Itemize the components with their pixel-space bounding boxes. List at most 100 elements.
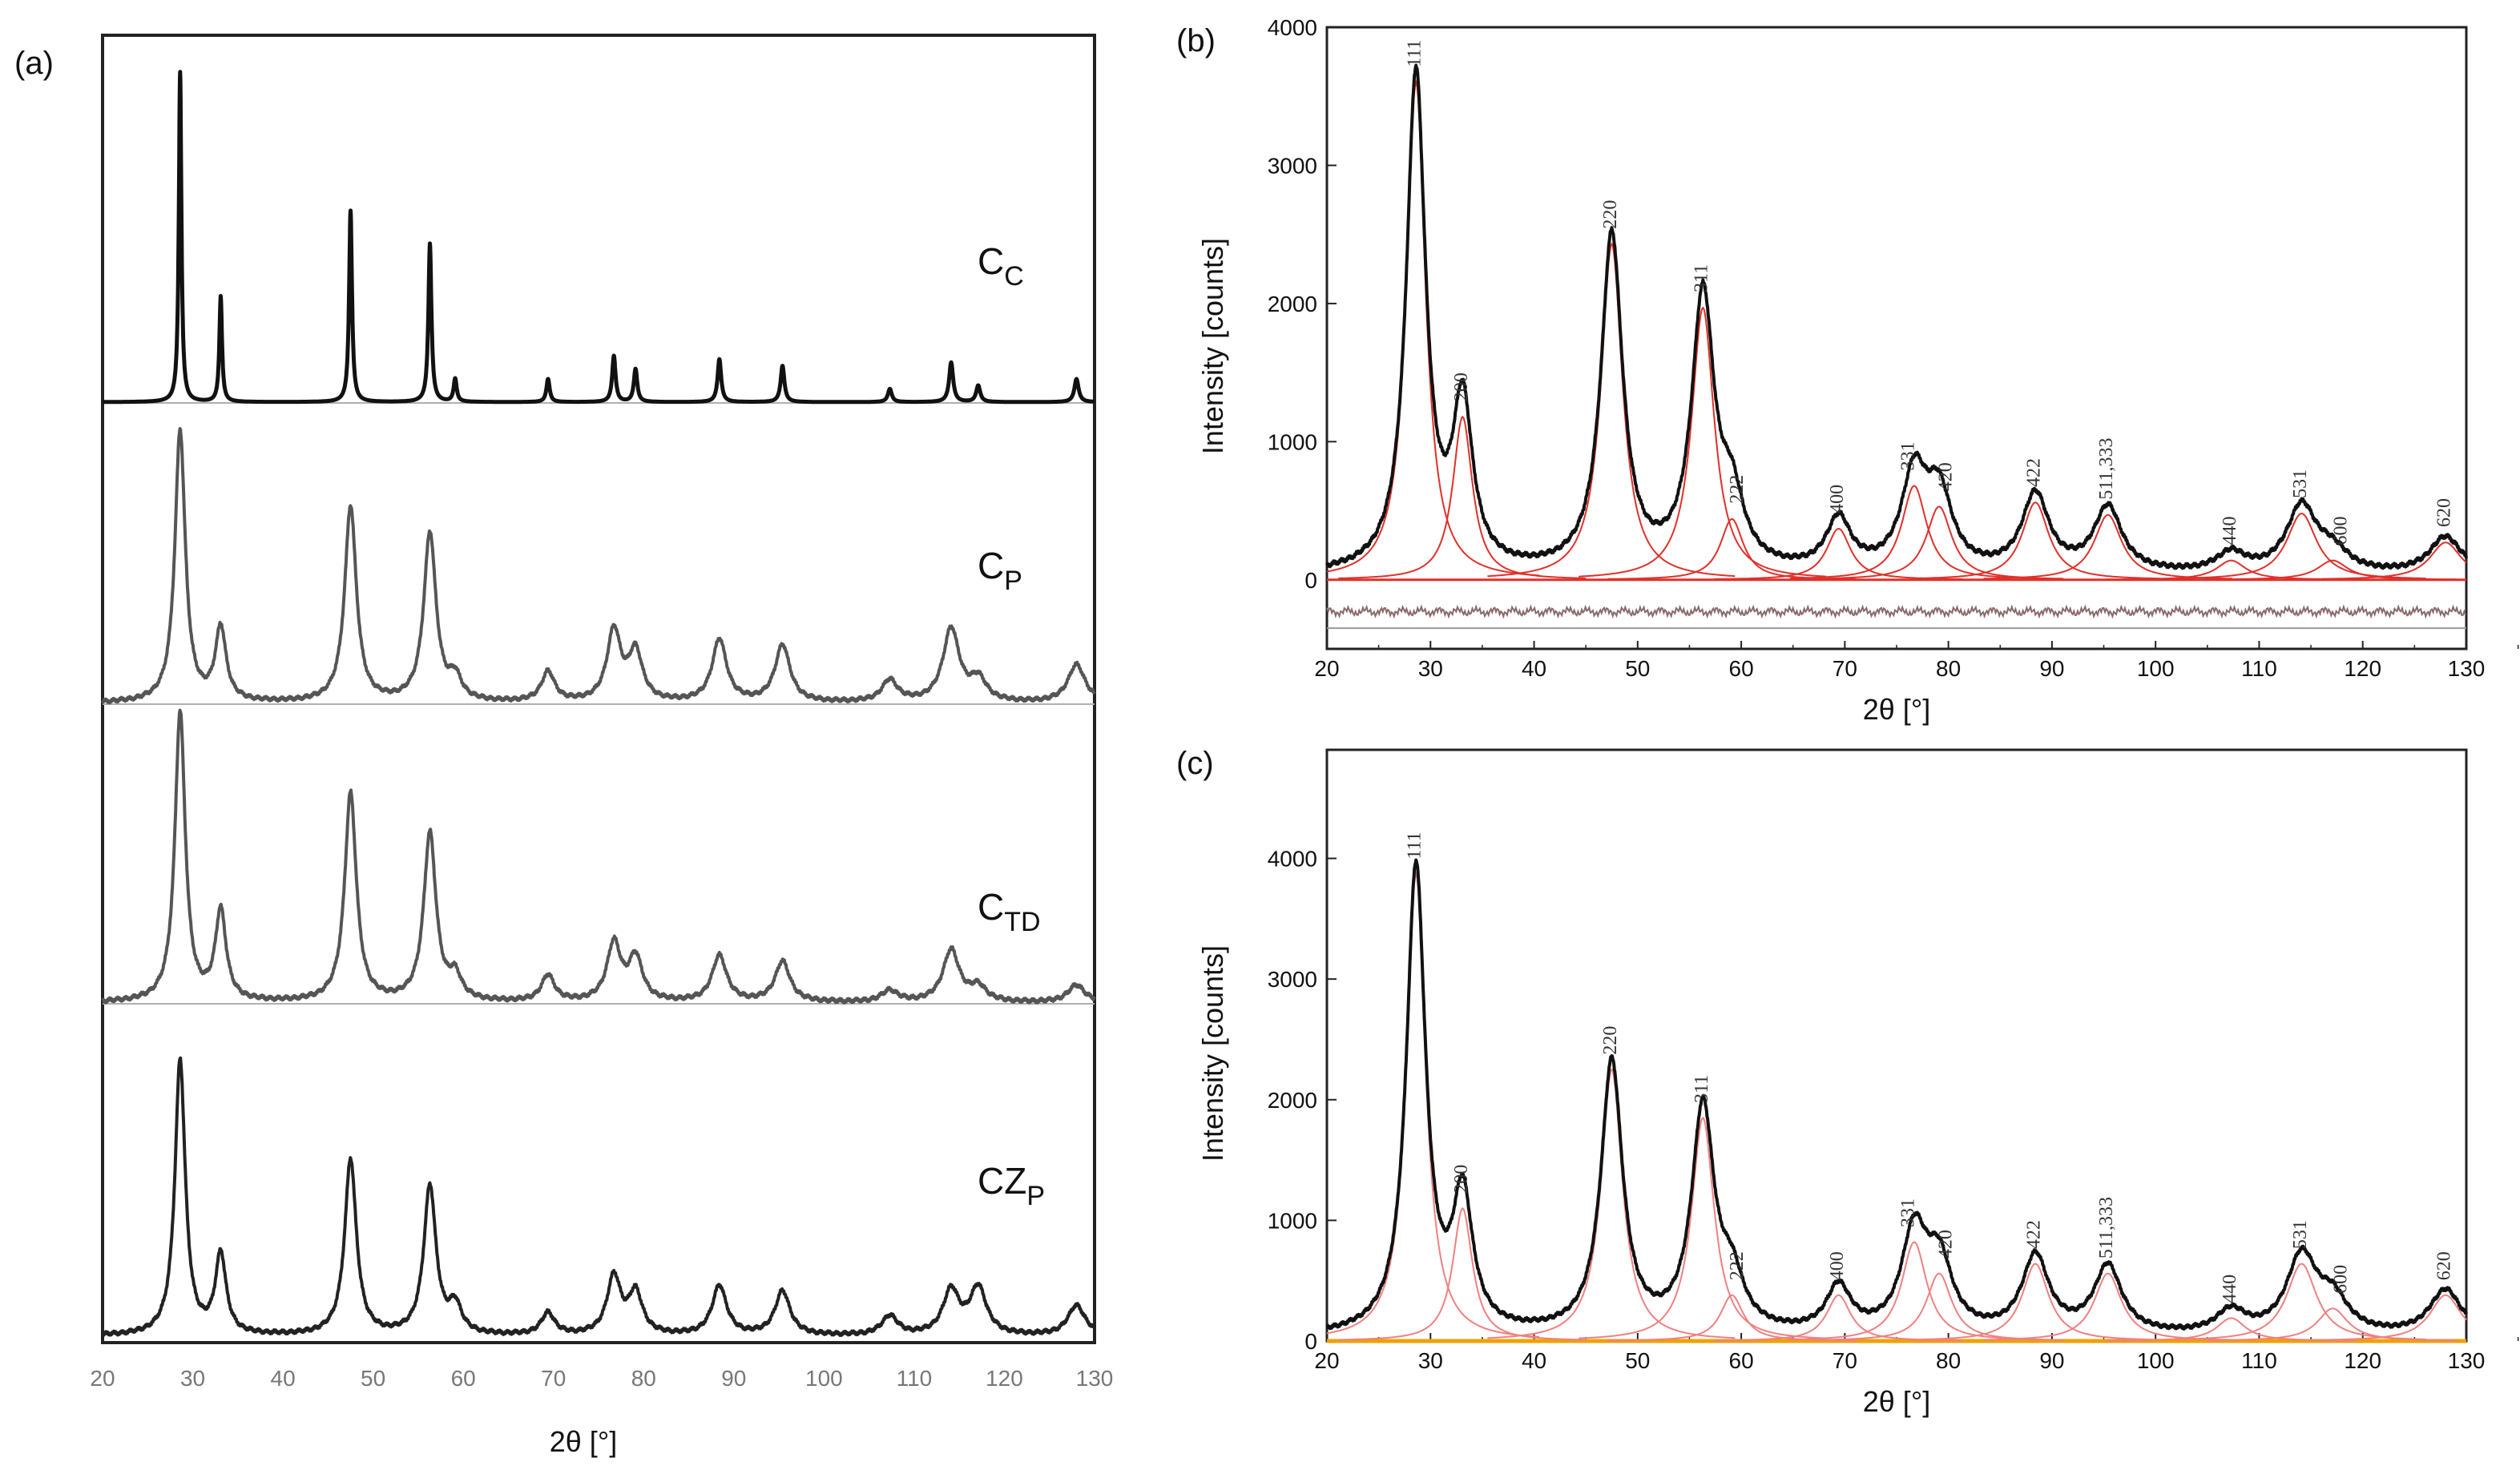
hkl-label-111: 111 [1405,832,1425,859]
hkl-label-422: 422 [2024,458,2045,487]
x-tick-label: 60 [451,1366,476,1391]
x-tick-label: 120 [2344,656,2381,681]
panel-label-a: (a) [14,46,54,81]
y-tick-label: 2000 [1268,1088,1317,1113]
x-tick-label: 50 [361,1366,385,1391]
hkl-label-600: 600 [2331,1265,2352,1294]
x-tick-label: 20 [1314,1348,1339,1373]
x-tick-label: 80 [1936,1348,1961,1373]
fitted-peak-220 [1487,1068,1736,1339]
panel-label-c: (c) [1176,746,1214,781]
fitted-peak-331 [1789,485,2039,579]
x-tick-label: 120 [986,1366,1023,1391]
hkl-label-600: 600 [2331,516,2352,545]
fitted-peak-331 [1789,1241,2039,1341]
x-axis-label: 2θ [°] [1863,1385,1930,1418]
y-tick-label: 3000 [1268,967,1317,992]
x-axis-label: 2θ [°] [550,1425,617,1458]
fitted-peak-440 [2107,1317,2356,1342]
x-tick-label: 20 [90,1366,115,1391]
fitted-peak-111 [1326,871,1540,1338]
fitted-peak-600 [2208,1307,2458,1342]
hkl-label-111: 111 [1405,40,1425,67]
hkl-label-620: 620 [2434,498,2455,527]
panel-label-b: (b) [1176,23,1216,58]
series-label-sub: P [1026,1181,1045,1211]
x-axis-label: 2θ [°] [1863,693,1930,726]
x-tick-label: 130 [2448,1348,2486,1373]
y-tick-label: 4000 [1268,15,1317,40]
x-tick-label: 40 [1522,1348,1546,1373]
x-tick-label: 130 [2448,656,2486,681]
x-tick-label: 100 [2137,1348,2175,1373]
x-tick-label: 110 [897,1366,933,1391]
fitted-peak-440 [2107,559,2356,581]
fitted-peak-200 [1338,1206,1587,1341]
pattern-line-CP [101,427,1096,705]
x-tick-label: 120 [2344,1348,2381,1373]
hkl-label-531: 531 [2290,1220,2311,1249]
x-tick-label: 130 [1076,1366,1114,1391]
pattern-line-CTD [101,708,1096,1005]
fitted-peak-620 [2321,542,2467,580]
y-tick-label: 3000 [1268,153,1317,178]
x-tick-label: 20 [1314,656,1339,681]
hkl-label-511,333: 511,333 [2096,437,2117,499]
x-tick-label: 60 [1729,656,1754,681]
hkl-label-222: 222 [1727,475,1748,504]
observed-profile [1325,858,2468,1331]
hkl-label-531: 531 [2290,469,2311,498]
hkl-label-200: 200 [1451,1165,1472,1194]
y-tick-label: 1000 [1268,429,1317,454]
series-label-CC: CC [978,240,1024,292]
residual-line [1326,604,2466,619]
x-tick-label: 110 [2241,656,2277,681]
y-tick-label: 0 [1304,568,1317,593]
hkl-label-440: 440 [2220,516,2240,545]
pattern-line-CC [100,70,1097,405]
x-tick-label: 90 [721,1366,746,1391]
x-tick-label: 90 [2039,656,2064,681]
fitted-peak-311 [1579,1116,1827,1339]
hkl-label-220: 220 [1600,1026,1621,1055]
fitted-peak-620 [2320,1294,2467,1341]
hkl-label-222: 222 [1727,1251,1748,1280]
x-tick-label: 30 [180,1366,205,1391]
y-axis-label: Intensity [counts] [1196,945,1229,1162]
hkl-label-420: 420 [1936,1230,1957,1259]
y-axis-label: Intensity [counts] [1196,238,1229,454]
fitted-peak-111 [1326,79,1540,577]
hkl-label-440: 440 [2220,1275,2240,1303]
y-tick-label: 0 [1304,1329,1317,1354]
x-tick-label: 50 [1625,656,1650,681]
x-tick-label: 40 [271,1366,296,1391]
hkl-label-620: 620 [2434,1251,2455,1280]
hkl-label-200: 200 [1451,373,1472,401]
hkl-label-420: 420 [1936,462,1957,491]
series-label-sub: C [1004,261,1024,292]
series-label-main: CZ [978,1160,1026,1202]
hkl-label-400: 400 [1827,485,1848,513]
hkl-label-311: 311 [1691,264,1712,292]
y-tick-label: 1000 [1268,1208,1317,1233]
hkl-label-511,333: 511,333 [2096,1197,2117,1259]
x-tick-label: 40 [1522,656,1546,681]
x-tick-label: 70 [1833,1348,1857,1373]
x-tick-label: 30 [1418,656,1443,681]
x-tick-label: 80 [631,1366,656,1391]
series-label-CZP: CZP [978,1160,1045,1211]
hkl-label-331: 331 [1897,1198,1918,1227]
fitted-peak-220 [1487,242,1736,578]
x-tick-label: 80 [1936,656,1961,681]
hkl-label-422: 422 [2024,1220,2045,1249]
panel-a-frame [101,34,1096,1344]
x-tick-label: 60 [1729,1348,1754,1373]
series-label-main: C [978,545,1004,586]
series-label-main: C [978,240,1004,282]
fitted-peak-422 [1911,501,2160,580]
fitted-peak-200 [1338,415,1587,579]
x-tick-label: 70 [541,1366,566,1391]
